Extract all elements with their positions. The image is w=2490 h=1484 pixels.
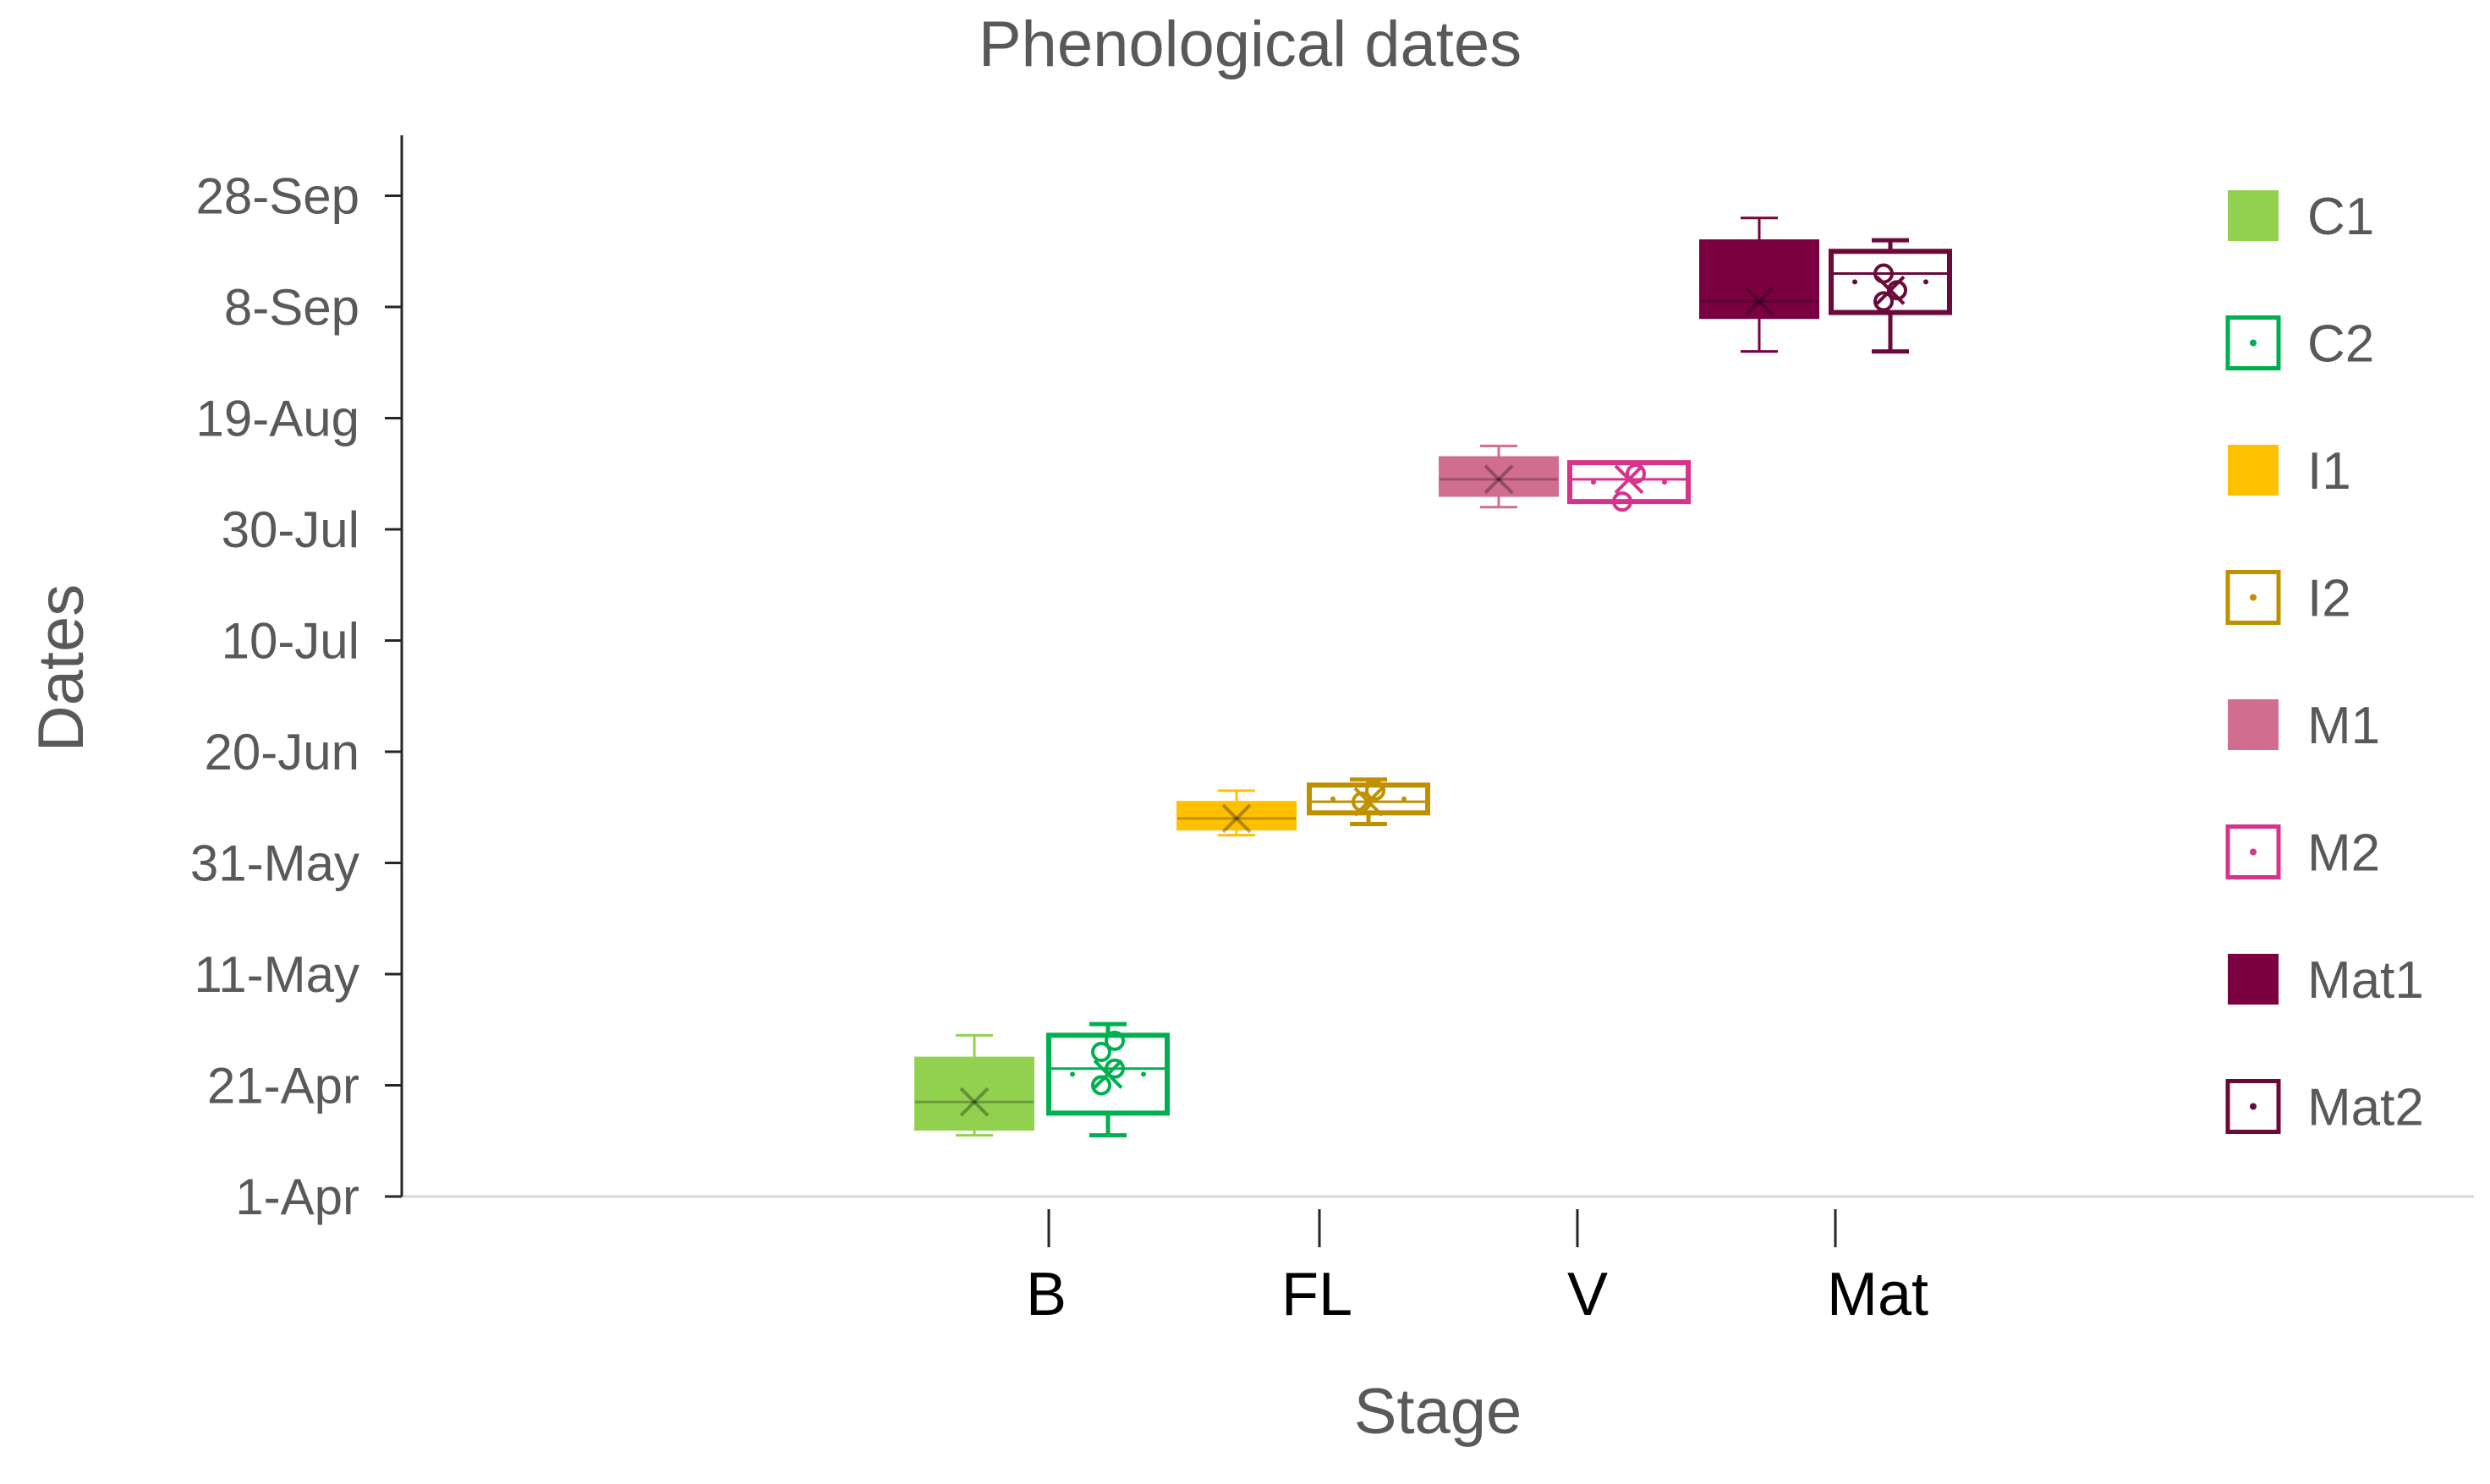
legend-item-i2: I2 <box>2225 570 2351 628</box>
pattern-dot <box>1401 796 1407 802</box>
legend-label: C2 <box>2307 315 2374 374</box>
pattern-dot <box>1330 796 1335 802</box>
x-tick-label: V <box>1567 1261 1608 1328</box>
legend-item-mat2: Mat2 <box>2225 1079 2424 1137</box>
legend-label: Mat1 <box>2307 951 2424 1010</box>
legend: C1 C2 I1 I2 M1 M2 Mat1 Mat2 <box>2225 188 2424 1137</box>
legend-label: I2 <box>2307 570 2351 628</box>
pattern-dot <box>1662 479 1667 485</box>
legend-label: C1 <box>2307 188 2374 246</box>
y-tick-label: 1-Apr <box>235 1169 359 1225</box>
data-point <box>1626 463 1646 485</box>
mean-marker <box>959 1087 990 1117</box>
pattern-dot <box>1141 1071 1146 1077</box>
y-tick-label: 21-Apr <box>207 1058 359 1114</box>
box-body <box>1829 249 1952 315</box>
legend-swatch <box>2228 954 2279 1005</box>
y-tick-label: 8-Sep <box>224 279 359 336</box>
box-body <box>1439 456 1559 497</box>
y-tick-label: 20-Jun <box>205 724 359 780</box>
data-point <box>1612 491 1632 512</box>
y-tick-label: 11-May <box>194 946 359 1003</box>
box-body <box>1699 239 1819 320</box>
x-tick-label: Mat <box>1827 1261 1928 1328</box>
data-point <box>1091 1042 1111 1063</box>
legend-label: M1 <box>2307 697 2380 755</box>
y-axis-label: Dates <box>25 584 97 753</box>
legend-item-c2: C2 <box>2225 315 2374 374</box>
mean-marker <box>1744 287 1774 316</box>
legend-item-c1: C1 <box>2228 188 2374 246</box>
y-tick-label: 10-Jul <box>222 613 359 670</box>
y-tick-label: 28-Sep <box>196 168 359 225</box>
x-tick-label: FL <box>1281 1261 1352 1328</box>
data-point <box>1352 791 1372 813</box>
legend-item-i1: I1 <box>2228 442 2351 501</box>
y-tick-label: 30-Jul <box>222 501 359 558</box>
box-m2 <box>1567 460 1691 512</box>
x-axis-label: Stage <box>1354 1376 1522 1448</box>
legend-item-mat1: Mat1 <box>2228 951 2424 1010</box>
box-i1 <box>1176 789 1297 837</box>
data-point <box>1887 280 1907 301</box>
legend-swatch <box>2225 570 2281 625</box>
legend-swatch-dot <box>2250 339 2257 347</box>
data-point <box>1091 1075 1111 1096</box>
mean-marker <box>1221 803 1252 834</box>
legend-label: Mat2 <box>2307 1079 2424 1137</box>
legend-item-m2: M2 <box>2225 824 2380 883</box>
pattern-dot <box>1923 279 1928 285</box>
legend-swatch-dot <box>2250 1103 2257 1110</box>
data-point <box>1365 780 1385 802</box>
pattern-dot <box>1591 479 1596 485</box>
box-body <box>914 1056 1034 1131</box>
legend-swatch-dot <box>2250 594 2257 601</box>
box-m1 <box>1439 444 1559 509</box>
box-plots <box>914 216 1952 1138</box>
pattern-dot <box>1070 1071 1075 1077</box>
legend-item-m1: M1 <box>2228 697 2380 755</box>
x-tick-label: B <box>1026 1261 1067 1328</box>
legend-swatch <box>2228 445 2279 496</box>
y-tick-label: 31-May <box>190 835 359 892</box>
tick-labels: 1-Apr 21-Apr 11-May 31-May 20-Jun 10-Jul 30-Ju… <box>190 168 1928 1329</box>
legend-swatch <box>2225 1079 2281 1134</box>
box-i2 <box>1307 777 1430 826</box>
data-point <box>1873 263 1894 284</box>
y-tick-label: 19-Aug <box>196 391 359 447</box>
box-mat2 <box>1829 238 1952 354</box>
data-point <box>1105 1030 1125 1051</box>
mean-marker <box>1484 464 1514 495</box>
data-point <box>1873 291 1894 312</box>
box-body <box>1176 801 1297 831</box>
legend-label: I1 <box>2307 442 2351 501</box>
legend-swatch <box>2228 190 2279 241</box>
legend-swatch-dot <box>2250 848 2257 856</box>
mean-marker <box>959 1087 990 1117</box>
legend-label: M2 <box>2307 824 2380 883</box>
axes <box>400 135 2474 1198</box>
pattern-dot <box>1852 279 1857 285</box>
chart-title: Phenological dates <box>979 8 1522 80</box>
mean-marker <box>1484 464 1514 495</box>
box-c2 <box>1046 1021 1170 1138</box>
box-c1 <box>914 1033 1034 1137</box>
box-mat1 <box>1699 216 1819 353</box>
data-point <box>1105 1058 1125 1079</box>
legend-swatch <box>2228 699 2279 750</box>
mean-marker <box>1744 287 1774 316</box>
mean-marker <box>1221 803 1252 834</box>
